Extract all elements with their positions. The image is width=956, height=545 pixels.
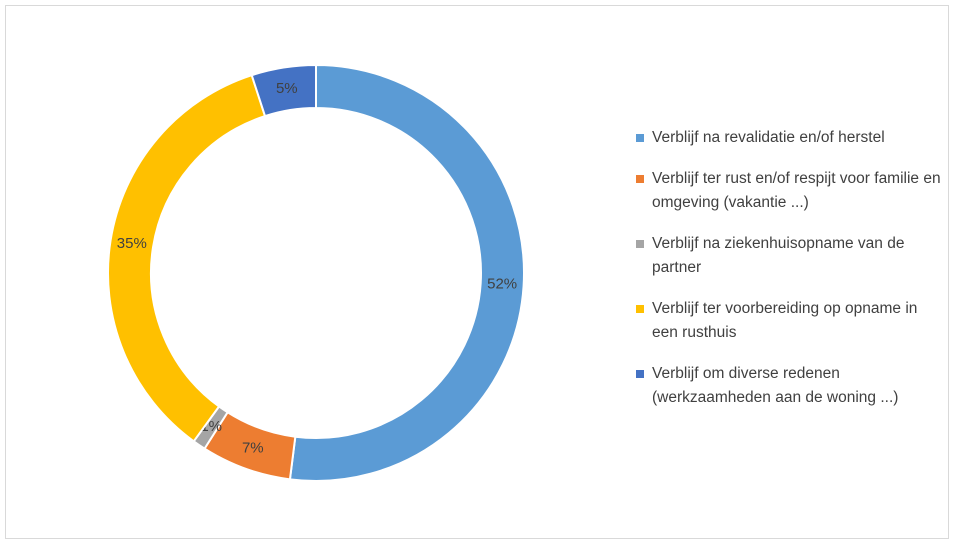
legend-item: Verblijf om diverse redenen (werkzaamhed…	[636, 362, 946, 410]
donut-segment	[250, 63, 317, 118]
legend-swatch	[636, 134, 644, 142]
legend-swatch	[636, 305, 644, 313]
donut-segment	[288, 63, 525, 482]
legend-label: Verblijf om diverse redenen (werkzaamhed…	[652, 365, 899, 406]
legend-item: Verblijf na ziekenhuisopname van de part…	[636, 232, 946, 280]
legend-label: Verblijf na revalidatie en/of herstel	[652, 129, 885, 146]
data-label: 7%	[242, 439, 264, 456]
legend-label: Verblijf ter rust en/of respijt voor fam…	[652, 170, 941, 211]
legend-swatch	[636, 175, 644, 183]
data-label: 35%	[117, 235, 147, 252]
chart-frame	[5, 5, 949, 539]
legend-label: Verblijf ter voorbereiding op opname in …	[652, 300, 918, 341]
data-label: 52%	[487, 276, 517, 293]
legend-swatch	[636, 240, 644, 248]
donut-segment	[107, 73, 267, 443]
legend-label: Verblijf na ziekenhuisopname van de part…	[652, 235, 905, 276]
legend-item: Verblijf ter voorbereiding op opname in …	[636, 297, 946, 345]
legend-item: Verblijf ter rust en/of respijt voor fam…	[636, 167, 946, 215]
legend-swatch	[636, 370, 644, 378]
data-label: 5%	[276, 80, 298, 97]
legend-item: Verblijf na revalidatie en/of herstel	[636, 126, 946, 150]
legend: Verblijf na revalidatie en/of herstel Ver…	[636, 126, 946, 427]
